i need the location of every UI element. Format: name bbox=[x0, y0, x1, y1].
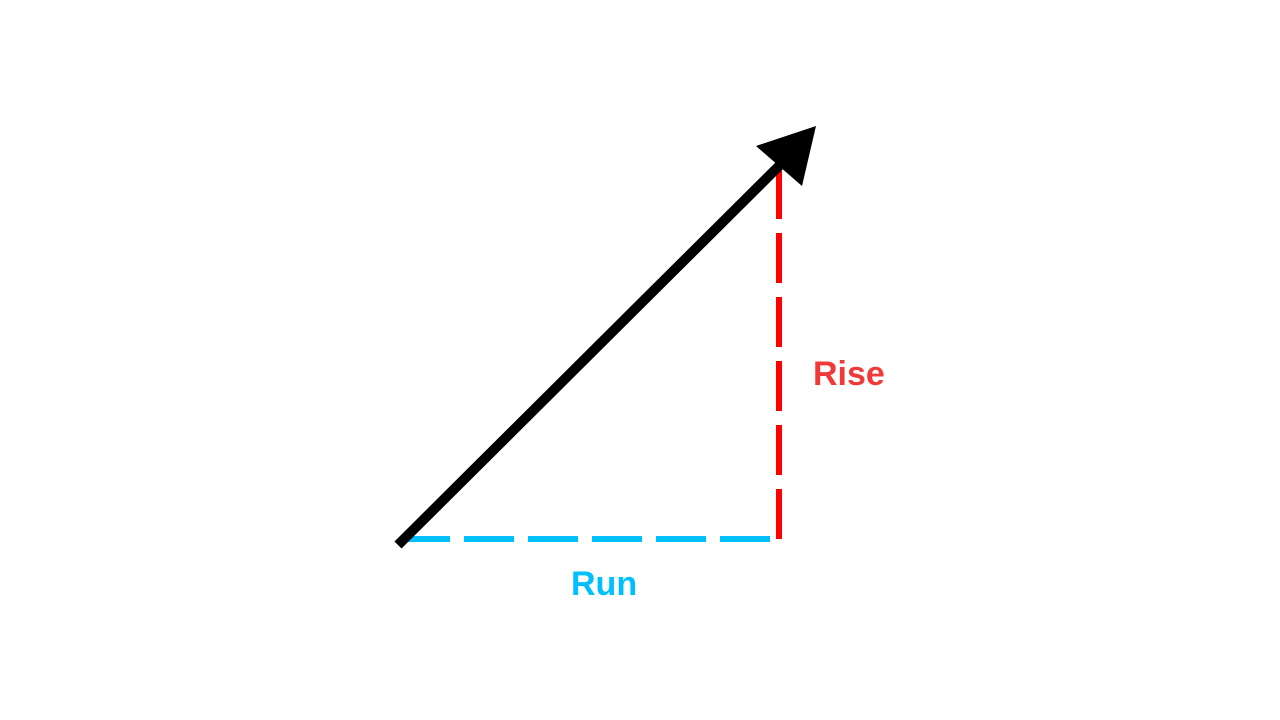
triangle-arrowhead-icon bbox=[756, 126, 816, 186]
arrow-shaft bbox=[394, 157, 788, 549]
run-label: Run bbox=[571, 565, 637, 603]
rise-label: Rise bbox=[813, 355, 885, 393]
